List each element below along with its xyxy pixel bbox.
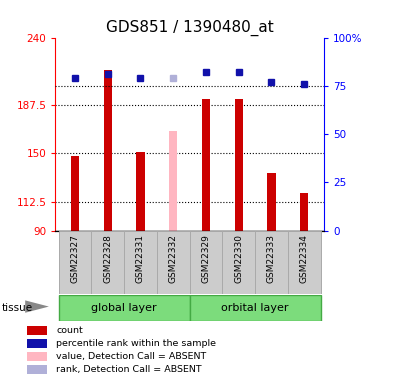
- Bar: [202, 99, 210, 231]
- Polygon shape: [25, 300, 49, 313]
- Text: orbital layer: orbital layer: [221, 303, 289, 313]
- Bar: [91, 231, 124, 294]
- Text: value, Detection Call = ABSENT: value, Detection Call = ABSENT: [56, 352, 206, 361]
- Bar: [103, 70, 112, 231]
- Text: global layer: global layer: [91, 303, 157, 313]
- Bar: [288, 231, 321, 294]
- Bar: [136, 152, 145, 231]
- Bar: [222, 231, 255, 294]
- Text: percentile rank within the sample: percentile rank within the sample: [56, 339, 216, 348]
- Text: GSM22333: GSM22333: [267, 234, 276, 283]
- Bar: [157, 231, 190, 294]
- Text: GSM22334: GSM22334: [300, 234, 309, 283]
- Title: GDS851 / 1390480_at: GDS851 / 1390480_at: [106, 20, 273, 36]
- Bar: [190, 295, 321, 321]
- Bar: [190, 231, 222, 294]
- Text: GSM22329: GSM22329: [201, 234, 211, 283]
- Bar: [300, 193, 308, 231]
- Bar: [124, 231, 157, 294]
- Bar: [27, 365, 47, 375]
- Bar: [71, 156, 79, 231]
- Text: GSM22327: GSM22327: [70, 234, 79, 283]
- Bar: [267, 172, 276, 231]
- Bar: [27, 352, 47, 362]
- Bar: [58, 295, 190, 321]
- Text: GSM22331: GSM22331: [136, 234, 145, 283]
- Bar: [27, 326, 47, 335]
- Bar: [235, 99, 243, 231]
- Bar: [27, 339, 47, 348]
- Text: GSM22330: GSM22330: [234, 234, 243, 283]
- Text: count: count: [56, 326, 83, 335]
- Text: GSM22332: GSM22332: [169, 234, 178, 283]
- Bar: [58, 231, 91, 294]
- Bar: [255, 231, 288, 294]
- Text: tissue: tissue: [2, 303, 33, 313]
- Text: rank, Detection Call = ABSENT: rank, Detection Call = ABSENT: [56, 365, 202, 374]
- Text: GSM22328: GSM22328: [103, 234, 112, 283]
- Bar: [169, 132, 177, 231]
